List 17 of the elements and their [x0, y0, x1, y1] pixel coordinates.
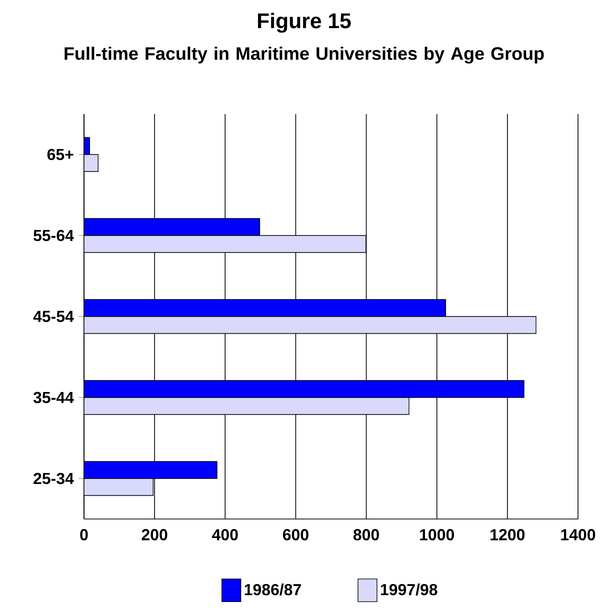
- y-tick-label: 55-64: [34, 230, 74, 242]
- x-tick-label: 1400: [561, 529, 596, 540]
- x-tick-label: 200: [142, 529, 168, 540]
- x-tick-label: 400: [212, 529, 238, 540]
- legend-label: 1997/98: [380, 584, 438, 596]
- y-tick-label: 65+: [47, 148, 74, 160]
- y-tick-label: 35-44: [33, 392, 74, 404]
- chart-title: Figure 15: [258, 12, 351, 33]
- x-tick-label: 600: [282, 529, 308, 540]
- chart-subtitle: Full-time Faculty in Maritime Universities by Age Group: [64, 46, 544, 64]
- x-tick-label: 1200: [490, 529, 525, 540]
- x-tick-label: 800: [353, 529, 379, 540]
- x-tick-label: 0: [80, 529, 88, 540]
- legend-label: 1986/87: [244, 584, 301, 596]
- y-tick-label: 45-54: [33, 310, 74, 322]
- y-tick-label: 25-34: [34, 472, 74, 484]
- x-tick-label: 1000: [420, 529, 454, 540]
